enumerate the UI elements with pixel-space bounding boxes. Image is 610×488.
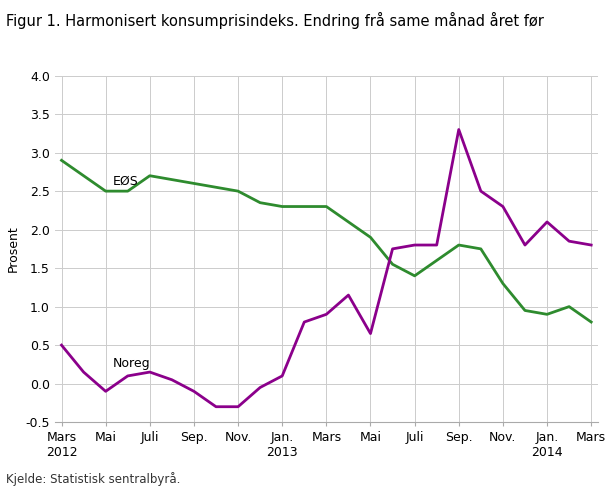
Text: Noreg: Noreg [112, 357, 150, 370]
Y-axis label: Prosent: Prosent [7, 225, 20, 272]
Text: EØS: EØS [112, 174, 138, 187]
Text: Kjelde: Statistisk sentralbyrå.: Kjelde: Statistisk sentralbyrå. [6, 471, 181, 486]
Text: Figur 1. Harmonisert konsumprisindeks. Endring frå same månad året før: Figur 1. Harmonisert konsumprisindeks. E… [6, 12, 544, 29]
